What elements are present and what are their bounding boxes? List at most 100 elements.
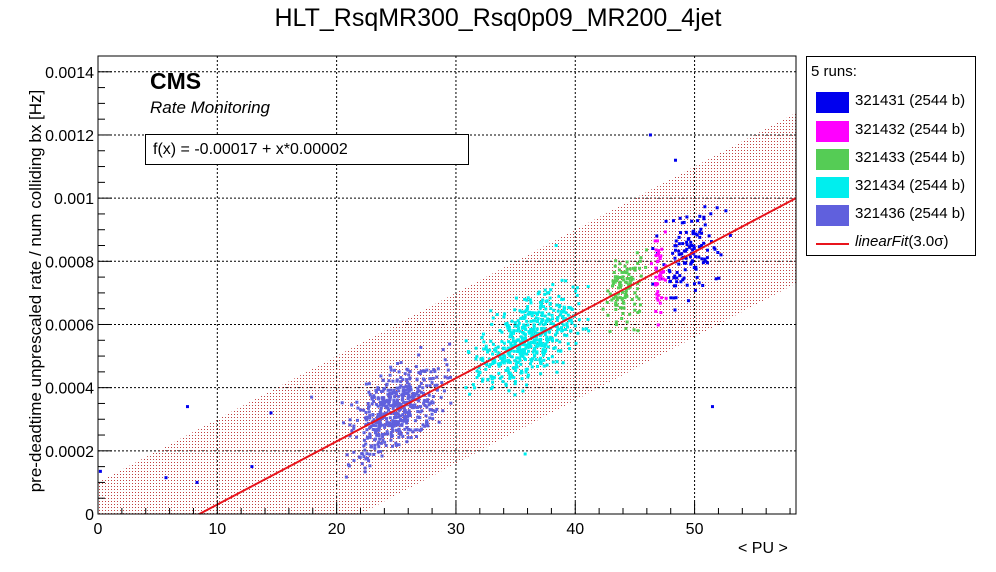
data-point xyxy=(669,296,673,300)
x-tick-label: 0 xyxy=(94,521,103,538)
data-point xyxy=(491,359,495,363)
data-point xyxy=(355,400,359,404)
data-point xyxy=(677,253,681,257)
data-point xyxy=(490,322,494,326)
x-axis-label: < PU > xyxy=(738,540,788,557)
data-point xyxy=(394,428,398,432)
data-point xyxy=(615,296,619,300)
data-point xyxy=(368,432,372,436)
data-point xyxy=(620,316,624,320)
data-point xyxy=(577,318,581,322)
data-point xyxy=(378,414,382,418)
data-point xyxy=(377,445,381,449)
data-point xyxy=(675,276,679,280)
data-point xyxy=(408,413,412,417)
data-point xyxy=(654,275,658,279)
data-point xyxy=(672,296,676,300)
data-point xyxy=(385,398,389,402)
data-point xyxy=(502,361,506,365)
data-point xyxy=(414,435,418,439)
legend-label-linear-fit: linearFit(3.0σ) xyxy=(855,233,948,250)
data-point xyxy=(540,318,544,322)
data-point xyxy=(540,326,544,330)
data-point xyxy=(553,333,557,337)
data-point xyxy=(389,388,393,392)
data-point xyxy=(376,413,380,417)
data-point xyxy=(561,315,565,319)
data-point xyxy=(667,276,671,280)
data-point xyxy=(530,329,534,333)
data-point xyxy=(615,275,619,279)
data-point xyxy=(694,267,698,271)
rate-monitoring-label: Rate Monitoring xyxy=(150,98,271,117)
data-point xyxy=(614,323,618,327)
data-point xyxy=(379,408,383,412)
data-point xyxy=(375,415,379,419)
data-point xyxy=(530,327,534,331)
data-point xyxy=(535,331,539,335)
data-point xyxy=(636,329,640,333)
data-point xyxy=(437,420,441,424)
data-point xyxy=(420,409,424,413)
data-point xyxy=(481,332,485,336)
data-point xyxy=(538,358,542,362)
data-point xyxy=(656,290,660,294)
data-point xyxy=(529,311,533,315)
data-point xyxy=(380,454,384,458)
legend-swatch-321434 xyxy=(816,177,849,198)
data-point xyxy=(547,330,551,334)
data-point xyxy=(433,410,437,414)
data-point xyxy=(521,343,525,347)
data-point xyxy=(625,267,629,271)
data-point xyxy=(398,402,402,406)
data-point xyxy=(656,293,660,297)
data-point xyxy=(406,400,410,404)
data-point xyxy=(411,396,415,400)
data-point xyxy=(692,230,696,234)
data-point xyxy=(416,398,420,402)
data-point xyxy=(673,256,677,260)
data-point xyxy=(651,247,655,251)
data-point xyxy=(703,223,707,227)
fit-band xyxy=(98,112,796,515)
data-point xyxy=(384,423,388,427)
data-point xyxy=(694,232,698,236)
data-point xyxy=(376,404,380,408)
data-point xyxy=(389,430,393,434)
data-point xyxy=(556,316,560,320)
data-point xyxy=(516,327,520,331)
data-point xyxy=(698,214,702,218)
data-point xyxy=(388,391,392,395)
data-point xyxy=(625,320,629,324)
data-point xyxy=(415,428,419,432)
data-point xyxy=(519,340,523,344)
data-point xyxy=(684,261,688,265)
data-point xyxy=(683,268,687,272)
data-point xyxy=(555,338,559,342)
data-point xyxy=(385,420,389,424)
data-point xyxy=(486,378,490,382)
data-point xyxy=(613,264,617,268)
data-point xyxy=(523,351,527,355)
data-point xyxy=(664,296,668,300)
data-point xyxy=(389,365,393,369)
data-point xyxy=(400,422,404,426)
data-point xyxy=(348,434,352,438)
data-point xyxy=(551,339,555,343)
data-point xyxy=(516,338,520,342)
data-point xyxy=(376,442,380,446)
data-point xyxy=(425,423,429,427)
data-point xyxy=(486,348,490,352)
data-point xyxy=(489,339,493,343)
data-point xyxy=(532,338,536,342)
data-point xyxy=(347,464,351,468)
data-point xyxy=(368,452,372,456)
data-point xyxy=(432,368,436,372)
data-point xyxy=(401,392,405,396)
data-point xyxy=(397,389,401,393)
data-point xyxy=(539,372,543,376)
data-point xyxy=(381,423,385,427)
data-point xyxy=(693,255,697,259)
data-point xyxy=(352,450,356,454)
